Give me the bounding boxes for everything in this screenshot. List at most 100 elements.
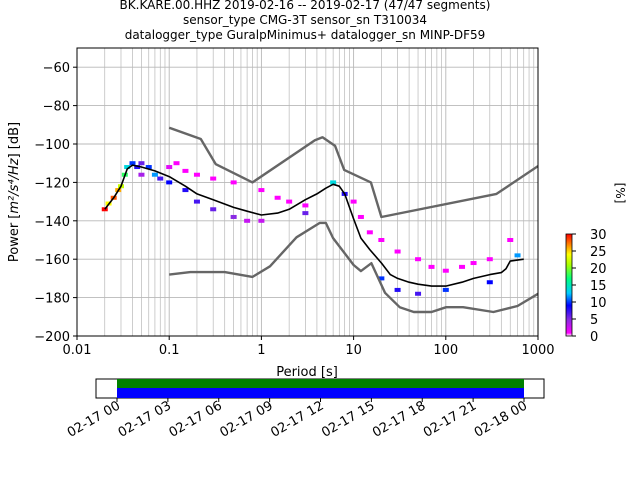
pdf-cell	[415, 291, 422, 296]
pdf-cell	[514, 253, 521, 258]
pdf-cell	[442, 268, 449, 273]
pdf-cell	[486, 257, 493, 262]
plot-area	[77, 48, 538, 336]
coverage-bar-blue	[117, 388, 524, 398]
pdf-cell	[470, 261, 477, 266]
coverage-tick-label: 02-17 03	[116, 398, 174, 440]
pdf-cell	[357, 214, 364, 219]
pdf-cell	[101, 207, 108, 212]
pdf-cell	[366, 230, 373, 235]
pdf-cell	[193, 199, 200, 204]
pdf-cell	[394, 287, 401, 292]
y-tick-label: −140	[34, 215, 70, 230]
pdf-cell	[274, 195, 281, 200]
colorbar-tick-label: 0	[590, 330, 598, 345]
pdf-cell	[124, 165, 131, 170]
coverage-tick-label: 02-18 00	[472, 398, 530, 440]
pdf-cell	[244, 218, 251, 223]
colorbar-tick-label: 5	[590, 313, 598, 328]
series-noise-model-high	[168, 126, 538, 219]
x-tick-label: 1	[257, 343, 265, 358]
series-lines	[104, 126, 538, 314]
pdf-cell	[415, 257, 422, 262]
pdf-cell	[486, 280, 493, 285]
y-axis-label-prefix: Power [	[7, 214, 22, 263]
pdf-cell	[258, 218, 265, 223]
colorbar-tick-label: 15	[590, 279, 607, 294]
pdf-cell	[258, 188, 265, 193]
series-mode	[104, 164, 524, 287]
coverage-tick-label: 02-17 06	[167, 398, 225, 440]
colorbar-tick-label: 30	[590, 228, 607, 243]
pdf-cell	[378, 276, 385, 281]
series-noise-model-low	[169, 221, 538, 314]
colorbar: 0 5 10 15 20 25 30 [%]	[565, 183, 627, 345]
pdf-cell	[193, 172, 200, 177]
pdf-cell	[394, 249, 401, 254]
colorbar-gradient	[565, 233, 573, 337]
pdf-cell	[350, 199, 357, 204]
pdf-cell	[302, 211, 309, 216]
colorbar-tick-label: 20	[590, 262, 607, 277]
y-tick-label: −80	[43, 100, 70, 115]
grid	[76, 48, 538, 337]
y-axis-label: Power [m²/s⁴/Hz] [dB]	[7, 122, 22, 262]
plot-frame	[76, 47, 539, 337]
y-tick-label: −120	[34, 176, 70, 191]
x-tick-label: 100	[433, 343, 458, 358]
pdf-cell	[129, 161, 136, 166]
title-line-2: sensor_type CMG-3T sensor_sn T310034	[183, 13, 427, 27]
pdf-cell	[507, 238, 514, 242]
pdf-cell	[166, 180, 173, 185]
pdf-cell	[428, 264, 435, 269]
pdf-cell	[138, 172, 145, 177]
coverage-tick-label: 02-17 09	[218, 398, 276, 440]
y-tick-label: −160	[34, 253, 70, 268]
pdf-cell	[138, 161, 145, 166]
x-tick-label: 10	[345, 343, 362, 358]
pdf-cell	[330, 180, 337, 185]
pdf-cell	[286, 199, 293, 204]
pdf-cell	[182, 188, 189, 193]
y-tick-label: −60	[43, 61, 70, 76]
coverage-tick-label: 02-17 00	[65, 398, 123, 440]
pdf-cell	[145, 165, 152, 170]
y-tick-label: −200	[34, 330, 70, 345]
chart-title: BK.KARE.00.HHZ 2019-02-16 -- 2019-02-17 …	[120, 0, 491, 42]
pdf-cell	[378, 238, 385, 242]
y-tick-label: −180	[34, 292, 70, 307]
coverage-tick-label: 02-17 21	[421, 398, 479, 440]
pdf-cell	[230, 214, 237, 219]
pdf-cell	[157, 176, 164, 181]
y-axis-ticks: −60 −80 −100 −120 −140 −160 −180 −200	[34, 61, 77, 345]
pdf-cell	[302, 203, 309, 208]
pdf-cell	[151, 172, 158, 177]
pdf-cell	[210, 176, 217, 181]
y-axis-label-unit: m²/s⁴/Hz	[7, 157, 22, 213]
colorbar-ticks: 0 5 10 15 20 25 30	[572, 228, 607, 345]
pdf-cell	[459, 264, 466, 269]
pdf-cell	[182, 168, 189, 173]
coverage-tick-label: 02-17 15	[319, 398, 377, 440]
colorbar-tick-label: 10	[590, 296, 607, 311]
coverage-tick-label: 02-17 12	[268, 398, 326, 440]
y-tick-label: −100	[34, 138, 70, 153]
x-tick-label: 1000	[521, 343, 554, 358]
title-line-1: BK.KARE.00.HHZ 2019-02-16 -- 2019-02-17 …	[120, 0, 491, 12]
title-line-3: datalogger_type GuralpMinimus+ datalogge…	[125, 28, 486, 42]
coverage-bar-green	[117, 379, 524, 388]
pdf-cell	[210, 207, 217, 212]
coverage-tick-label: 02-17 18	[370, 398, 428, 440]
y-axis-label-suffix: ] [dB]	[7, 122, 22, 159]
x-tick-label: 0.1	[159, 343, 180, 358]
pdf-cell	[173, 161, 180, 166]
x-axis-ticks: 0.01 0.1 1 10 100 1000	[63, 336, 555, 358]
pdf-cell	[442, 287, 449, 292]
pdf-cell	[230, 180, 237, 185]
x-tick-label: 0.01	[63, 343, 92, 358]
pdf-cell	[134, 165, 141, 170]
pdf-cell	[166, 165, 173, 170]
colorbar-label: [%]	[613, 183, 627, 204]
